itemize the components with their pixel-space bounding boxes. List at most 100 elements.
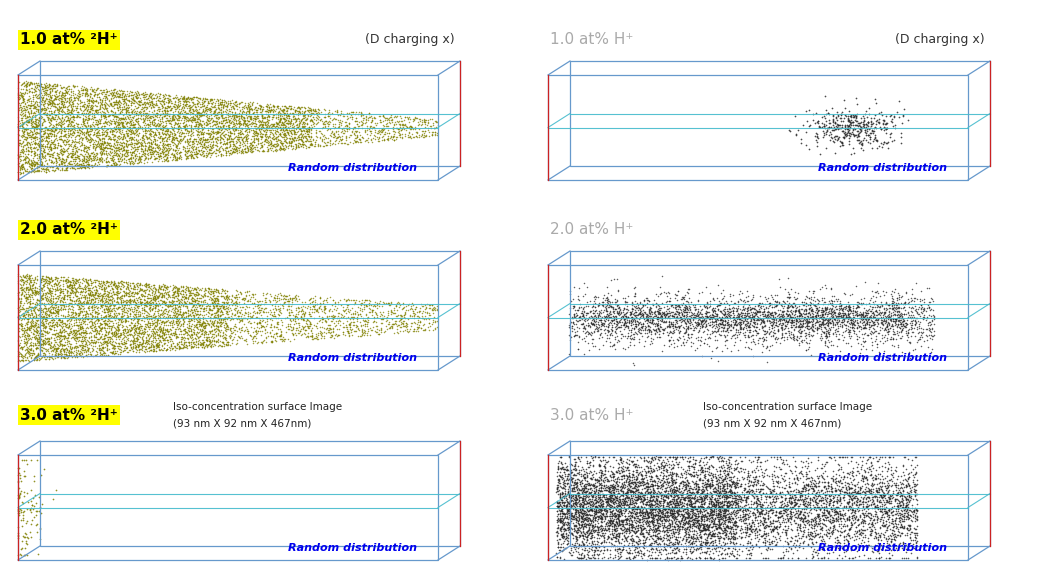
Point — [873, 307, 890, 316]
Point — [107, 112, 124, 121]
Point — [616, 321, 633, 330]
Point — [37, 150, 54, 160]
Point — [860, 464, 877, 474]
Point — [736, 331, 753, 340]
Point — [578, 497, 595, 507]
Point — [26, 90, 43, 99]
Point — [49, 315, 66, 325]
Point — [72, 159, 88, 168]
Point — [344, 295, 361, 305]
Point — [116, 149, 133, 159]
Point — [160, 306, 177, 315]
Point — [106, 111, 123, 120]
Point — [881, 494, 898, 504]
Point — [105, 278, 122, 287]
Point — [621, 495, 638, 504]
Point — [603, 518, 620, 528]
Point — [278, 110, 295, 119]
Point — [885, 334, 901, 343]
Point — [96, 284, 113, 293]
Point — [9, 303, 26, 312]
Point — [49, 138, 66, 147]
Point — [326, 137, 343, 146]
Point — [58, 326, 75, 336]
Point — [55, 281, 72, 291]
Point — [272, 324, 289, 333]
Point — [128, 347, 145, 357]
Point — [14, 123, 31, 132]
Point — [657, 504, 674, 513]
Point — [642, 510, 659, 519]
Point — [703, 522, 720, 531]
Point — [619, 536, 636, 545]
Point — [600, 328, 617, 337]
Point — [834, 133, 851, 142]
Point — [154, 284, 171, 293]
Point — [64, 296, 81, 305]
Point — [708, 343, 724, 353]
Point — [713, 315, 730, 325]
Point — [677, 308, 694, 317]
Point — [578, 537, 595, 546]
Point — [819, 477, 836, 487]
Point — [562, 500, 579, 510]
Point — [793, 526, 810, 535]
Point — [644, 335, 661, 344]
Point — [703, 492, 720, 501]
Point — [257, 293, 274, 302]
Point — [309, 109, 325, 118]
Point — [572, 553, 589, 563]
Point — [867, 491, 883, 501]
Point — [603, 500, 620, 510]
Point — [762, 500, 779, 509]
Point — [391, 320, 408, 329]
Point — [168, 312, 185, 322]
Point — [396, 311, 413, 320]
Point — [642, 481, 659, 490]
Point — [883, 502, 900, 511]
Point — [39, 296, 56, 305]
Point — [323, 324, 340, 333]
Point — [772, 507, 789, 516]
Point — [809, 494, 826, 503]
Point — [100, 300, 117, 309]
Point — [665, 476, 682, 485]
Point — [63, 152, 80, 161]
Point — [575, 531, 592, 540]
Point — [641, 309, 658, 319]
Point — [277, 106, 294, 116]
Point — [642, 317, 659, 326]
Point — [795, 481, 812, 491]
Point — [587, 495, 603, 504]
Point — [13, 476, 29, 486]
Point — [123, 318, 140, 327]
Point — [61, 292, 78, 302]
Point — [709, 326, 726, 335]
Point — [663, 486, 680, 495]
Point — [686, 525, 702, 534]
Point — [239, 147, 256, 157]
Point — [111, 315, 127, 325]
Point — [338, 324, 355, 333]
Point — [264, 122, 281, 131]
Point — [909, 512, 926, 522]
Point — [110, 297, 126, 307]
Point — [769, 321, 786, 331]
Point — [594, 321, 611, 330]
Point — [769, 481, 786, 491]
Point — [237, 308, 254, 318]
Point — [49, 309, 66, 318]
Point — [796, 300, 813, 309]
Point — [887, 121, 903, 130]
Point — [201, 300, 218, 309]
Point — [551, 485, 568, 494]
Point — [73, 161, 90, 171]
Point — [861, 508, 878, 518]
Point — [552, 542, 569, 552]
Point — [175, 121, 192, 130]
Point — [590, 490, 607, 500]
Point — [254, 104, 271, 113]
Point — [890, 501, 907, 510]
Point — [828, 318, 845, 327]
Point — [105, 109, 122, 119]
